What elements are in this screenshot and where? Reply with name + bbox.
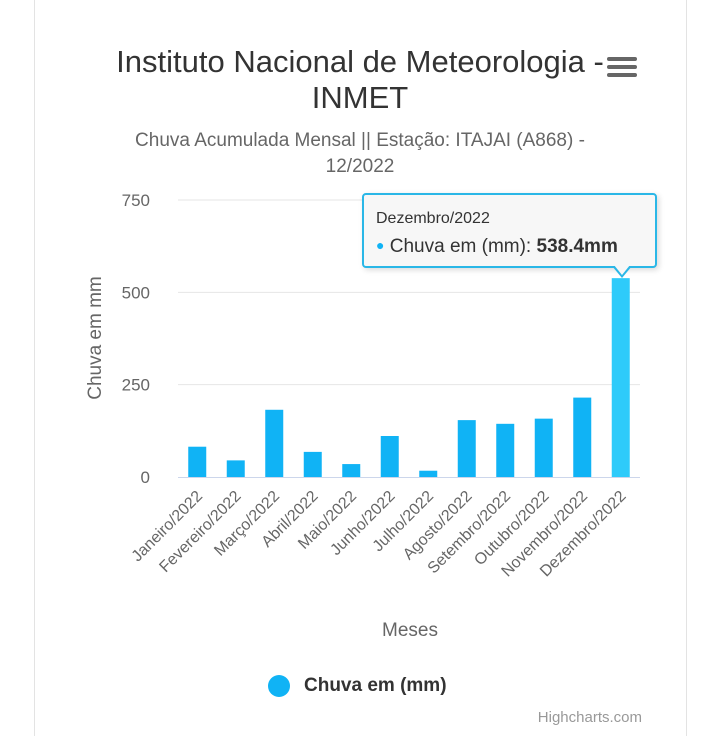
y-axis-title: Chuva em mm xyxy=(85,276,106,400)
menu-line xyxy=(607,57,637,61)
tooltip-pointer-fill xyxy=(614,265,630,275)
menu-line xyxy=(607,65,637,69)
bar-novembro-2022[interactable] xyxy=(573,397,592,477)
bar-abril-2022[interactable] xyxy=(303,451,322,477)
y-tick-label: 250 xyxy=(122,376,150,395)
chart-frame-left-edge xyxy=(34,0,35,736)
bar-mar-o-2022[interactable] xyxy=(265,409,284,477)
bar-agosto-2022[interactable] xyxy=(457,420,476,477)
bar-outubro-2022[interactable] xyxy=(534,418,553,477)
x-axis-ticks: Janeiro/2022Fevereiro/2022Março/2022Abri… xyxy=(129,488,630,581)
chart-title: Instituto Nacional de Meteorologia - INM… xyxy=(116,44,604,115)
legend-symbol-icon xyxy=(268,675,290,697)
tooltip-series-label: Chuva em (mm): xyxy=(389,236,537,257)
bar-fevereiro-2022[interactable] xyxy=(226,460,245,477)
bar-julho-2022[interactable] xyxy=(419,470,438,477)
credits-link[interactable]: Highcharts.com xyxy=(537,709,642,726)
bar-maio-2022[interactable] xyxy=(342,464,361,477)
tooltip: Dezembro/2022 ● Chuva em (mm): 538.4mm xyxy=(362,193,657,268)
y-tick-label: 0 xyxy=(141,468,150,487)
legend-label: Chuva em (mm) xyxy=(304,675,447,696)
chart-frame-right-edge xyxy=(686,0,687,736)
menu-line xyxy=(607,73,637,77)
x-axis-title: Meses xyxy=(382,620,438,641)
bar-setembro-2022[interactable] xyxy=(496,423,515,477)
tooltip-row: ● Chuva em (mm): 538.4mm xyxy=(376,233,655,259)
bar-junho-2022[interactable] xyxy=(380,436,399,477)
tooltip-header: Dezembro/2022 xyxy=(376,210,490,227)
y-tick-label: 500 xyxy=(122,283,150,302)
bar-janeiro-2022[interactable] xyxy=(188,446,207,477)
legend-item[interactable]: Chuva em (mm) xyxy=(268,672,447,700)
hamburger-menu-icon[interactable] xyxy=(606,57,638,83)
bar-dezembro-2022[interactable] xyxy=(611,278,630,477)
y-axis-ticks: 0 250 500 750 xyxy=(122,191,150,487)
bars xyxy=(188,278,630,477)
y-tick-label: 750 xyxy=(122,191,150,210)
tooltip-value: 538.4mm xyxy=(536,236,618,257)
series-dot-icon: ● xyxy=(376,237,385,253)
chart-subtitle: Chuva Acumulada Mensal || Estação: ITAJA… xyxy=(135,130,585,177)
